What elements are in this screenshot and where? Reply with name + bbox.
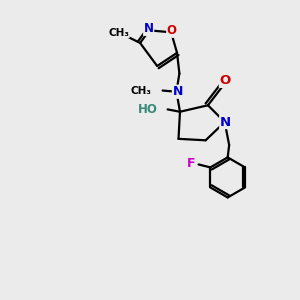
Text: N: N <box>220 116 231 129</box>
Text: O: O <box>167 24 177 37</box>
Text: N: N <box>144 22 154 35</box>
Text: CH₃: CH₃ <box>131 85 152 95</box>
Text: HO: HO <box>137 103 157 116</box>
Text: F: F <box>187 158 196 170</box>
Text: CH₃: CH₃ <box>108 28 129 38</box>
Text: O: O <box>219 74 231 87</box>
Text: N: N <box>172 85 183 98</box>
